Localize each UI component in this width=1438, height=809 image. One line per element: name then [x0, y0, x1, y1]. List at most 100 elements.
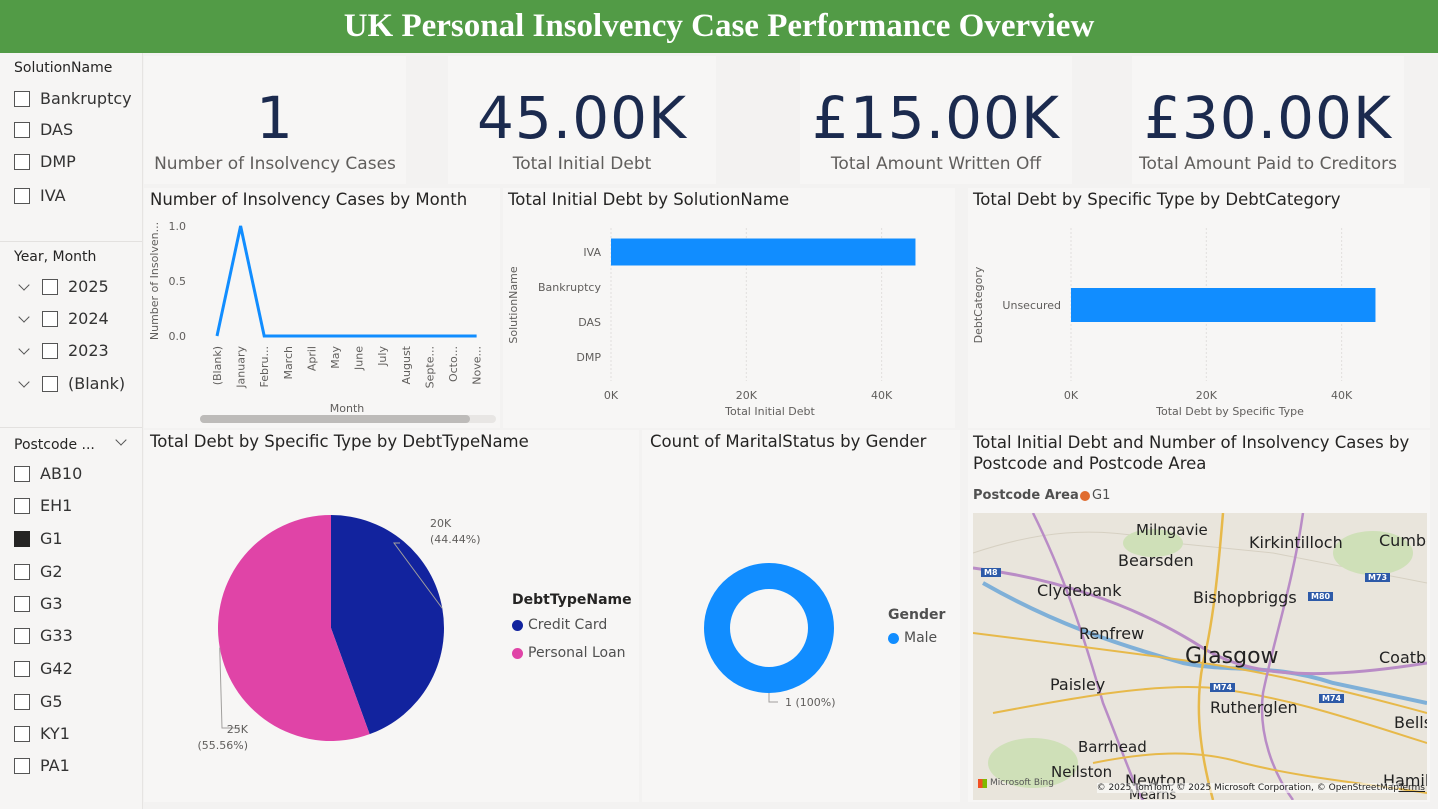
kpi-card-written-off[interactable]: £15.00K Total Amount Written Off [800, 56, 1072, 184]
debt-by-type-visual[interactable]: Total Debt by Specific Type by DebtTypeN… [144, 430, 639, 802]
x-tick-label: 0K [604, 389, 619, 402]
x-tick-label: June [353, 346, 366, 371]
checkbox[interactable] [42, 278, 58, 295]
postcode-option-g5[interactable]: G5 [14, 692, 63, 711]
x-tick-label: August [400, 345, 413, 384]
expand-chevron-icon[interactable] [18, 310, 30, 323]
checkbox[interactable] [14, 497, 30, 514]
postcode-option-g42[interactable]: G42 [14, 659, 73, 678]
legend-item-personal-loan[interactable]: Personal Loan [512, 645, 626, 661]
postcode-option-g2[interactable]: G2 [14, 562, 63, 581]
solution-option-iva[interactable]: IVA [14, 186, 66, 205]
legend-dot [512, 619, 523, 631]
checkbox[interactable] [14, 465, 30, 482]
map-terms-link[interactable]: Terms [1398, 783, 1425, 793]
option-label: PA1 [40, 756, 70, 775]
checkbox[interactable] [14, 563, 30, 580]
kpi-card-cases[interactable]: 1 Number of Insolvency Cases [144, 56, 406, 184]
dropdown-chevron-icon[interactable] [115, 434, 127, 446]
legend-title: Gender [888, 607, 946, 623]
divider [0, 241, 142, 242]
option-label: 2024 [68, 309, 109, 328]
bar-chart: 0K 20K 40K IVA Bankruptcy DAS DMP Total Initial… [507, 228, 916, 418]
leader-line [393, 542, 443, 609]
option-label: AB10 [40, 464, 83, 483]
line-chart: 0.0 0.5 1.0 Number of Insolven... (Blank) Jan… [148, 220, 484, 415]
map-attribution[interactable]: © 2025 TomTom, © 2025 Microsoft Corporat… [1096, 783, 1399, 793]
visual-title: Total Initial Debt by SolutionName [508, 190, 790, 209]
postcode-option-ab10[interactable]: AB10 [14, 464, 82, 483]
checkbox[interactable] [14, 660, 30, 677]
postcode-option-ky1[interactable]: KY1 [14, 724, 70, 743]
y-tick-label: DMP [576, 351, 601, 364]
legend-item-credit-card[interactable]: Credit Card [512, 617, 607, 633]
solution-option-das[interactable]: DAS [14, 120, 73, 139]
postcode-option-g1[interactable]: G1 [14, 529, 63, 548]
x-tick-label: January [235, 346, 248, 389]
kpi-card-paid-creditors[interactable]: £30.00K Total Amount Paid to Creditors [1132, 56, 1404, 184]
solution-option-dmp[interactable]: DMP [14, 152, 76, 171]
legend-dot [1080, 490, 1090, 501]
checkbox[interactable] [14, 121, 30, 138]
checkbox-checked[interactable] [14, 530, 30, 547]
kpi-label: Total Initial Debt [512, 154, 652, 174]
expand-chevron-icon[interactable] [18, 342, 30, 355]
kpi-card-initial-debt[interactable]: 45.00K Total Initial Debt [448, 56, 716, 184]
option-label: G1 [40, 529, 63, 548]
horizontal-scrollbar[interactable] [200, 415, 496, 423]
checkbox[interactable] [14, 757, 30, 774]
marital-by-gender-visual[interactable]: Count of MaritalStatus by Gender 1 (100%… [642, 430, 960, 802]
map-town-label: Cumb [1379, 531, 1427, 550]
debt-by-solution-visual[interactable]: Total Initial Debt by SolutionName 0K 20K… [503, 188, 955, 428]
year-option-2025[interactable]: 2025 [14, 277, 109, 296]
option-label: (Blank) [68, 374, 126, 393]
map-canvas[interactable]: Milngavie Kirkintilloch Cumb Bearsden Cl… [973, 513, 1427, 800]
checkbox[interactable] [42, 375, 58, 392]
checkbox[interactable] [42, 342, 58, 359]
x-tick-label: (Blank) [211, 346, 224, 385]
checkbox[interactable] [14, 725, 30, 742]
y-tick-label: 1.0 [169, 220, 187, 233]
scrollbar-thumb[interactable] [200, 415, 470, 423]
checkbox[interactable] [14, 595, 30, 612]
checkbox[interactable] [14, 693, 30, 710]
data-label: 25K [227, 723, 249, 736]
visual-title: Count of MaritalStatus by Gender [650, 432, 927, 451]
map-legend-item-g1[interactable]: G1 [1080, 488, 1110, 503]
bar [611, 238, 916, 266]
donut-chart: 1 (100%) [704, 563, 836, 709]
postcode-option-g3[interactable]: G3 [14, 594, 63, 613]
postcode-option-eh1[interactable]: EH1 [14, 496, 72, 515]
kpi-value: £30.00K [1144, 84, 1392, 152]
y-axis-title: DebtCategory [972, 266, 985, 343]
x-axis-title: Total Initial Debt [724, 405, 815, 418]
bar [1071, 288, 1376, 322]
checkbox[interactable] [42, 310, 58, 327]
year-option-blank[interactable]: (Blank) [14, 374, 125, 393]
checkbox[interactable] [14, 627, 30, 644]
microsoft-logo-icon [978, 778, 987, 788]
checkbox[interactable] [14, 187, 30, 204]
option-label: Bankruptcy [40, 89, 132, 108]
y-tick-label: DAS [578, 316, 601, 329]
divider [0, 427, 142, 428]
expand-chevron-icon[interactable] [18, 278, 30, 291]
postcode-option-g33[interactable]: G33 [14, 626, 73, 645]
road-sign: M80 [1308, 592, 1334, 601]
report-title: UK Personal Insolvency Case Performance … [0, 0, 1438, 53]
solution-option-bankruptcy[interactable]: Bankruptcy [14, 89, 132, 108]
year-option-2024[interactable]: 2024 [14, 309, 109, 328]
year-option-2023[interactable]: 2023 [14, 341, 109, 360]
expand-chevron-icon[interactable] [18, 375, 30, 388]
visual-title: Total Debt by Specific Type by DebtTypeN… [150, 432, 529, 451]
checkbox[interactable] [14, 90, 30, 107]
checkbox[interactable] [14, 153, 30, 170]
cases-by-month-visual[interactable]: Number of Insolvency Cases by Month 0.0 0… [144, 188, 500, 428]
postcode-option-pa1[interactable]: PA1 [14, 756, 70, 775]
road-sign: M8 [981, 568, 1001, 577]
solution-slicer-title: SolutionName [14, 60, 113, 76]
kpi-label: Total Amount Written Off [830, 154, 1042, 174]
legend-label: Personal Loan [528, 645, 626, 661]
legend-item-male[interactable]: Male [888, 630, 937, 646]
debt-by-category-visual[interactable]: Total Debt by Specific Type by DebtCateg… [968, 188, 1430, 428]
